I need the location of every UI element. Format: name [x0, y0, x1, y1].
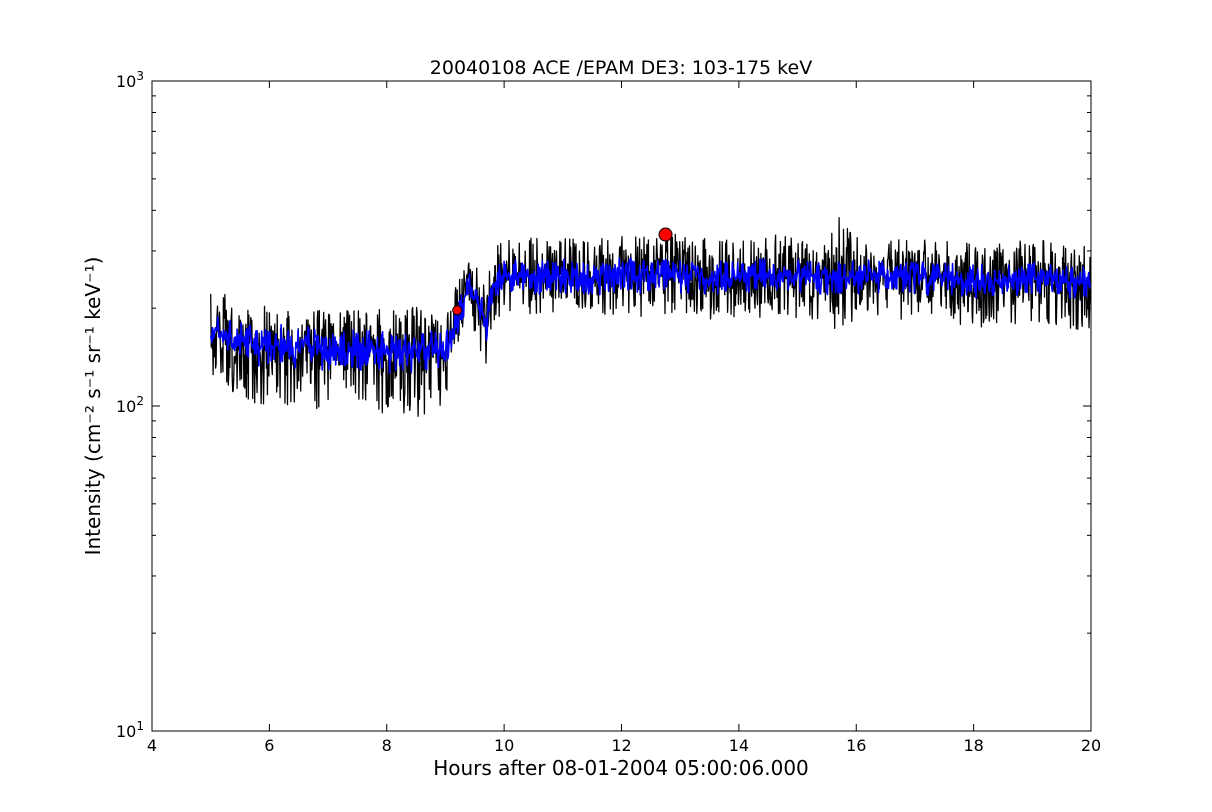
x-tick-label: 14	[729, 736, 749, 755]
chart-title: 20040108 ACE /EPAM DE3: 103-175 keV	[430, 57, 812, 79]
event-marker	[452, 305, 463, 316]
x-tick-label: 20	[1081, 736, 1101, 755]
y-tick-label: 102	[116, 394, 144, 416]
x-axis-title: Hours after 08-01-2004 05:00:06.000	[433, 756, 809, 780]
y-tick-label: 103	[116, 69, 144, 91]
y-axis-title: Intensity (cm⁻² s⁻¹ sr⁻¹ keV⁻¹)	[81, 257, 105, 556]
x-tick-label: 8	[382, 736, 392, 755]
x-tick-label: 18	[963, 736, 983, 755]
x-tick-label: 10	[494, 736, 514, 755]
x-tick-label: 4	[147, 736, 157, 755]
axis-ticks: 4 6 8 10 12 14 16 18 20 101 102 103	[116, 69, 1101, 755]
event-marker	[658, 227, 673, 242]
plot-area	[209, 217, 1091, 417]
x-tick-label: 6	[264, 736, 274, 755]
x-tick-label: 16	[846, 736, 866, 755]
x-tick-label: 12	[611, 736, 631, 755]
series-smoothed-line	[209, 257, 1091, 374]
y-tick-label: 101	[116, 719, 144, 741]
